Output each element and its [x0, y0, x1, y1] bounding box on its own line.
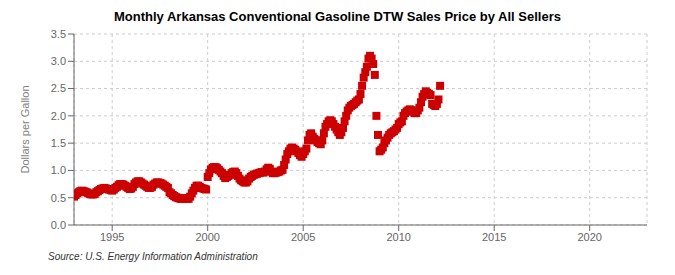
svg-text:2015: 2015 [482, 231, 506, 243]
html-text:Source: U.S. Energy Informatio: Source: U.S. Energy Information Administ… [48, 251, 258, 262]
svg-text:3.5: 3.5 [51, 28, 66, 40]
svg-text:1.0: 1.0 [51, 164, 66, 176]
svg-text:0.5: 0.5 [51, 192, 66, 204]
svg-text:2020: 2020 [577, 231, 601, 243]
svg-text:2.5: 2.5 [51, 82, 66, 94]
svg-text:2005: 2005 [291, 231, 315, 243]
svg-text:2010: 2010 [386, 231, 410, 243]
svg-text:0.0: 0.0 [51, 219, 66, 231]
svg-text:3.0: 3.0 [51, 55, 66, 67]
svg-text:Dollars per Gallon: Dollars per Gallon [19, 85, 31, 173]
svg-text:1995: 1995 [100, 231, 124, 243]
html-text:Monthly Arkansas Conventional: Monthly Arkansas Conventional Gasoline D… [114, 9, 561, 24]
svg-text:2.0: 2.0 [51, 110, 66, 122]
svg-text:2000: 2000 [195, 231, 219, 243]
svg-text:1.5: 1.5 [51, 137, 66, 149]
